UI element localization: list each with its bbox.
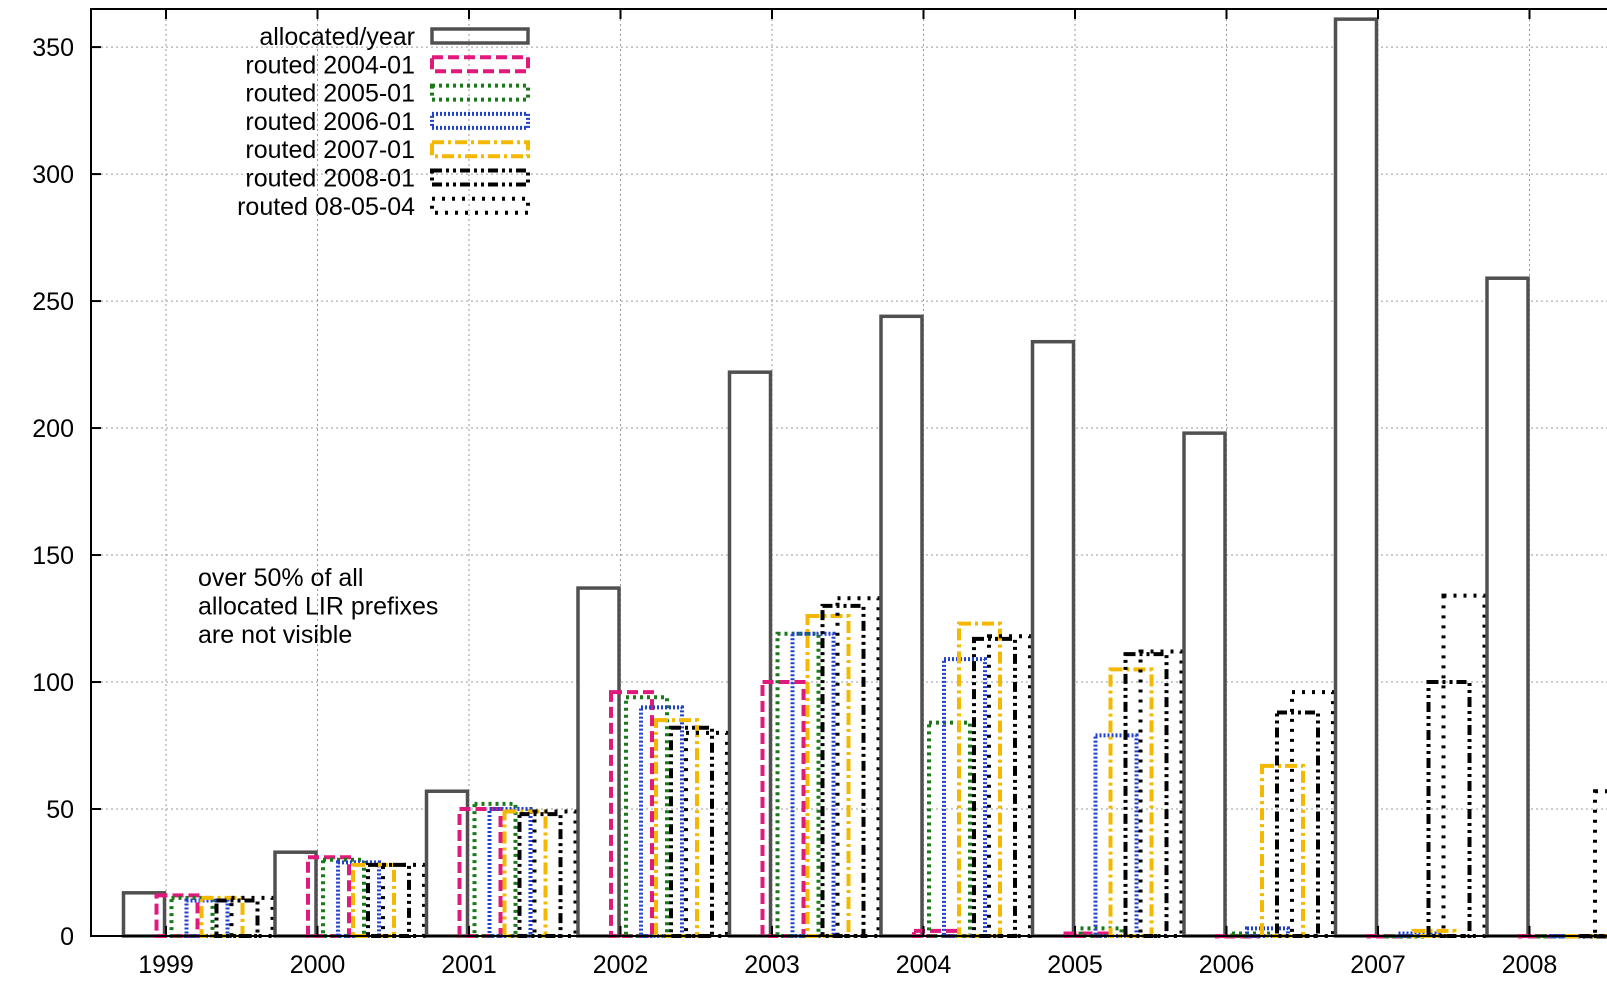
bar-routed-2005-01 xyxy=(927,720,972,939)
bar-routed-2008-01 xyxy=(366,862,411,939)
legend-label: routed 2008-01 xyxy=(245,165,415,193)
legend-label: routed 2005-01 xyxy=(245,80,415,108)
x-tick-label: 2007 xyxy=(1350,951,1406,979)
bar-routed-2006-01 xyxy=(184,898,230,939)
bar-allocated-year xyxy=(1333,17,1379,938)
bar-routed-2004-01 xyxy=(457,807,503,938)
bar-allocated-year xyxy=(1182,431,1227,938)
bar-routed-2008-01 xyxy=(1426,680,1472,938)
bar-routed-2005-01 xyxy=(321,857,366,939)
bar-routed-2007-01 xyxy=(805,613,851,938)
bar-routed-2006-01 xyxy=(487,807,533,938)
bar-routed-2005-01 xyxy=(624,695,669,938)
legend-label: routed 08-05-04 xyxy=(237,193,415,221)
bar-routed-08-05-04 xyxy=(532,809,578,938)
bar-routed-2008-01 xyxy=(1275,710,1320,938)
bar-routed-2005-01 xyxy=(169,895,215,939)
bar-allocated-year xyxy=(727,370,773,938)
y-tick-label: 350 xyxy=(32,34,74,62)
legend-swatch xyxy=(430,83,530,102)
bar-routed-08-05-04 xyxy=(229,895,275,939)
x-tick-label: 2004 xyxy=(896,951,952,979)
legend-label: routed 2006-01 xyxy=(245,108,415,136)
bar-routed-2007-01 xyxy=(654,718,699,938)
bar-routed-2008-01 xyxy=(214,898,260,939)
y-tick-label: 50 xyxy=(46,796,74,824)
legend-label: allocated/year xyxy=(259,23,415,51)
x-tick-label: 2000 xyxy=(290,951,346,979)
bar-routed-08-05-04 xyxy=(1441,593,1487,938)
annotation-text: allocated LIR prefixes xyxy=(198,593,438,621)
bar-routed-08-05-04 xyxy=(1593,789,1607,938)
bar-routed-2005-01 xyxy=(775,631,821,938)
x-tick-label: 2006 xyxy=(1199,951,1255,979)
bar-routed-08-05-04 xyxy=(987,634,1032,938)
bar-routed-2007-01 xyxy=(351,862,396,939)
bar-routed-2004-01 xyxy=(306,855,351,938)
bar-routed-2007-01 xyxy=(199,895,245,939)
bar-routed-2008-01 xyxy=(669,725,714,939)
bar-routed-2008-01 xyxy=(820,603,866,939)
bar-routed-2005-01 xyxy=(472,801,518,939)
bar-routed-2004-01 xyxy=(760,680,806,938)
legend-swatch xyxy=(430,111,530,130)
legend-swatch xyxy=(430,168,530,187)
y-tick-label: 150 xyxy=(32,542,74,570)
bar-allocated-year xyxy=(1030,339,1076,938)
legend-swatch xyxy=(430,140,530,159)
y-tick-label: 300 xyxy=(32,161,74,189)
bar-routed-2006-01 xyxy=(1093,733,1139,938)
x-tick-label: 2008 xyxy=(1502,951,1558,979)
bar-routed-2007-01 xyxy=(502,809,548,938)
bar-routed-2008-01 xyxy=(517,812,563,938)
y-tick-label: 250 xyxy=(32,288,74,316)
axes: 0 50 100 150 200 250 300 350 1999 2000 2001 2002 200… xyxy=(32,8,1607,979)
legend-swatch xyxy=(430,27,530,45)
bar-routed-2006-01 xyxy=(639,705,684,939)
x-tick-label: 2001 xyxy=(441,951,497,979)
bar-routed-2006-01 xyxy=(336,860,381,939)
bar-routed-2008-01 xyxy=(972,636,1017,938)
x-tick-label: 2005 xyxy=(1047,951,1103,979)
bar-allocated-year xyxy=(879,314,924,938)
x-tick-label: 2003 xyxy=(744,951,800,979)
bar-allocated-year xyxy=(1485,276,1530,938)
y-tick-label: 0 xyxy=(60,923,74,951)
bar-routed-2005-01 xyxy=(1078,926,1124,938)
y-tick-label: 100 xyxy=(32,669,74,697)
y-tick-label: 200 xyxy=(32,415,74,443)
bar-routed-08-05-04 xyxy=(684,730,729,938)
bar-routed-08-05-04 xyxy=(1138,649,1184,938)
bar-routed-2007-01 xyxy=(1108,667,1154,939)
bar-routed-2008-01 xyxy=(1123,652,1169,938)
x-tick-label: 1999 xyxy=(138,951,194,979)
legend-label: routed 2007-01 xyxy=(245,136,415,164)
bar-routed-08-05-04 xyxy=(1290,690,1335,938)
bar-routed-2006-01 xyxy=(942,657,987,938)
annotation-text: are not visible xyxy=(198,621,352,649)
annotation-text: over 50% of all xyxy=(198,564,363,592)
bar-routed-08-05-04 xyxy=(381,862,426,939)
bar-routed-2006-01 xyxy=(790,631,836,938)
legend-swatch xyxy=(430,196,530,215)
x-tick-label: 2002 xyxy=(593,951,649,979)
plot-frame xyxy=(90,8,1607,937)
bar-routed-2007-01 xyxy=(1260,763,1305,939)
legend-swatch xyxy=(430,55,530,74)
legend-label: routed 2004-01 xyxy=(245,51,415,79)
bar-routed-08-05-04 xyxy=(835,596,881,938)
bar-routed-2007-01 xyxy=(957,621,1002,938)
